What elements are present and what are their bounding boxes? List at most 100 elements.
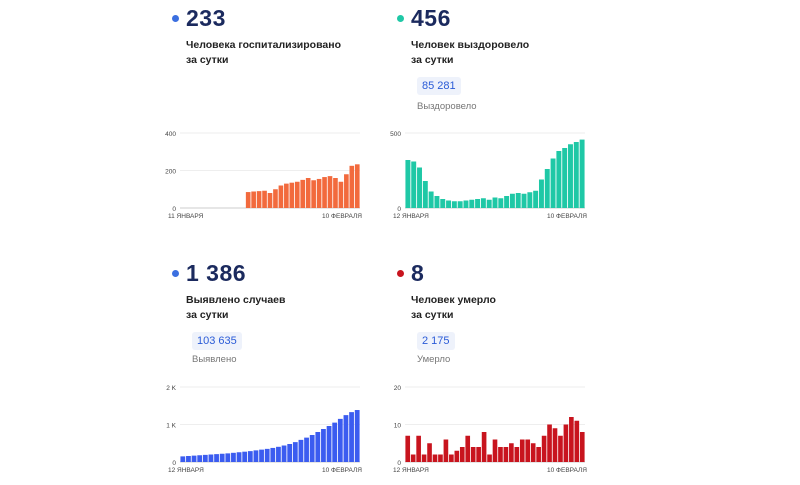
desc-line-1: Человек умерло xyxy=(411,294,496,306)
y-tick-label: 200 xyxy=(165,169,176,176)
x-end-label: 10 ФЕВРАЛЯ xyxy=(322,213,362,220)
bar xyxy=(186,456,191,462)
bar xyxy=(326,426,332,462)
desc-line-1: Выявлено случаев xyxy=(186,294,286,306)
y-tick-label: 0 xyxy=(397,460,401,467)
x-start-label: 12 ЯНВАРЯ xyxy=(393,467,429,474)
bar xyxy=(242,451,248,462)
recovered-value: 456 xyxy=(411,5,451,31)
desc-line-1: Человек выздоровело xyxy=(411,39,530,51)
bar xyxy=(533,190,539,208)
hospitalized-chart: 0 200 400 11 ЯНВАРЯ 10 ФЕВРАЛЯ xyxy=(165,131,362,220)
bar xyxy=(487,454,492,462)
hospitalized-value: 233 xyxy=(186,5,226,31)
bar xyxy=(440,199,446,208)
bar xyxy=(208,454,214,462)
bar xyxy=(503,447,509,462)
bar xyxy=(568,144,573,208)
x-start-label: 11 ЯНВАРЯ xyxy=(168,213,204,220)
desc-line-2: за сутки xyxy=(186,54,229,66)
bar xyxy=(253,450,259,462)
deaths-desc: Человек умерло за сутки xyxy=(411,293,496,323)
x-start-label: 12 ЯНВАРЯ xyxy=(168,467,204,474)
bar xyxy=(338,181,344,208)
bar xyxy=(410,454,416,462)
bar xyxy=(304,437,309,462)
bar xyxy=(267,193,273,208)
bar xyxy=(480,198,486,208)
bar xyxy=(550,158,556,208)
bar xyxy=(579,139,585,208)
bar xyxy=(536,447,541,462)
bar xyxy=(202,454,208,462)
bar xyxy=(428,191,434,208)
bar xyxy=(530,443,536,462)
bar xyxy=(504,196,510,208)
bar xyxy=(446,200,452,208)
x-end-label: 10 ФЕВРАЛЯ xyxy=(547,467,587,474)
y-tick-label: 0 xyxy=(172,460,176,467)
cases-value: 1 386 xyxy=(186,260,247,286)
bar xyxy=(236,452,242,462)
bar xyxy=(305,178,311,208)
bar xyxy=(421,454,427,462)
bar xyxy=(443,439,449,462)
bar xyxy=(469,199,475,208)
bar xyxy=(525,439,531,462)
bar xyxy=(344,174,349,208)
bar xyxy=(470,447,476,462)
bar xyxy=(498,198,504,208)
deaths-chart: 0 10 20 12 ЯНВАРЯ 10 ФЕВРАЛЯ xyxy=(393,385,587,474)
bar xyxy=(547,424,552,462)
bar xyxy=(197,455,203,462)
bar xyxy=(289,182,295,208)
bar xyxy=(563,424,569,462)
bar xyxy=(427,443,432,462)
bar xyxy=(463,200,469,208)
bar xyxy=(492,439,498,462)
panel-hospitalized: 233 Человека госпитализировано за сутки xyxy=(170,0,390,230)
bar xyxy=(417,167,422,208)
panel-deaths: 8 Человек умерло за сутки 2 175 Умерло xyxy=(395,255,615,485)
bar xyxy=(278,185,284,208)
bar xyxy=(309,435,315,462)
deaths-total: 2 175 xyxy=(417,332,455,350)
bar xyxy=(287,444,293,462)
bullet-dot xyxy=(397,15,404,22)
bar xyxy=(498,447,503,462)
x-end-label: 10 ФЕВРАЛЯ xyxy=(547,213,587,220)
panel-cases: 1 386 Выявлено случаев за сутки 103 635 … xyxy=(170,255,390,485)
bar xyxy=(558,435,563,462)
desc-line-2: за сутки xyxy=(411,309,454,321)
bar xyxy=(411,161,417,208)
bar xyxy=(259,449,264,462)
y-tick-label: 500 xyxy=(390,131,401,138)
bar xyxy=(492,197,498,208)
bar xyxy=(231,452,236,462)
bar xyxy=(264,448,270,462)
bar xyxy=(180,456,186,462)
bar xyxy=(300,179,306,208)
bar xyxy=(343,415,349,462)
deaths-total-label: Умерло xyxy=(417,354,451,365)
bar xyxy=(416,435,421,462)
bar xyxy=(292,442,298,462)
bar xyxy=(219,453,225,462)
y-tick-label: 20 xyxy=(394,385,402,392)
bar xyxy=(405,160,411,208)
bar xyxy=(405,435,411,462)
bar xyxy=(476,447,481,462)
bar xyxy=(245,192,251,208)
deaths-value: 8 xyxy=(411,260,425,286)
bar xyxy=(519,439,525,462)
bar xyxy=(333,178,338,208)
desc-line-2: за сутки xyxy=(186,309,229,321)
bar xyxy=(481,432,487,462)
bar xyxy=(475,199,481,208)
bar xyxy=(273,189,278,208)
cases-total: 103 635 xyxy=(192,332,242,350)
bar xyxy=(569,417,574,462)
bar xyxy=(276,446,281,462)
bullet-dot xyxy=(397,270,404,277)
bar xyxy=(262,190,267,208)
